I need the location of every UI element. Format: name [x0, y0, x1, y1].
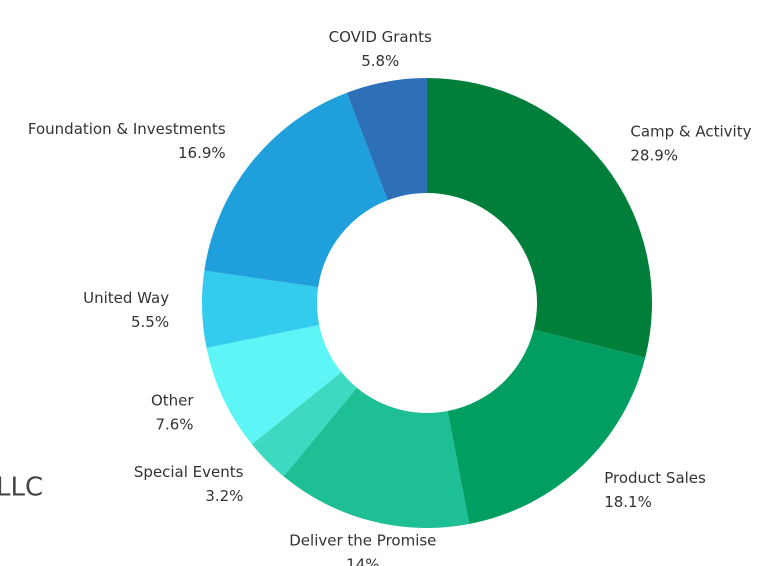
segment-value-label: 28.9% — [630, 147, 678, 165]
segment-label: Product Sales — [604, 469, 706, 487]
segment-label: United Way — [83, 289, 169, 307]
segment-label: Special Events — [134, 463, 244, 481]
segment-label: Foundation & Investments — [28, 120, 226, 138]
segment-value-label: 5.5% — [131, 313, 169, 331]
segment-label: Other — [151, 391, 194, 409]
donut-segment — [346, 78, 427, 201]
segment-value-label: 5.8% — [361, 52, 399, 70]
segment-value-label: 14% — [346, 555, 379, 566]
segment-value-label: 3.2% — [205, 487, 243, 505]
segment-value-label: 7.6% — [155, 415, 193, 433]
donut-segment — [251, 372, 357, 477]
donut-segment — [283, 387, 470, 529]
segment-value-label: 18.1% — [604, 493, 652, 511]
donut-segment — [447, 329, 646, 525]
background-text: LLC — [0, 473, 43, 503]
donut-segment — [202, 270, 320, 348]
segment-label: Camp & Activity — [630, 123, 751, 141]
segment-label: COVID Grants — [329, 28, 432, 46]
donut-segment — [206, 324, 342, 445]
donut-segment — [204, 92, 388, 288]
segment-value-label: 16.9% — [178, 144, 226, 162]
segment-label: Deliver the Promise — [289, 531, 436, 549]
donut-segment — [427, 78, 652, 358]
